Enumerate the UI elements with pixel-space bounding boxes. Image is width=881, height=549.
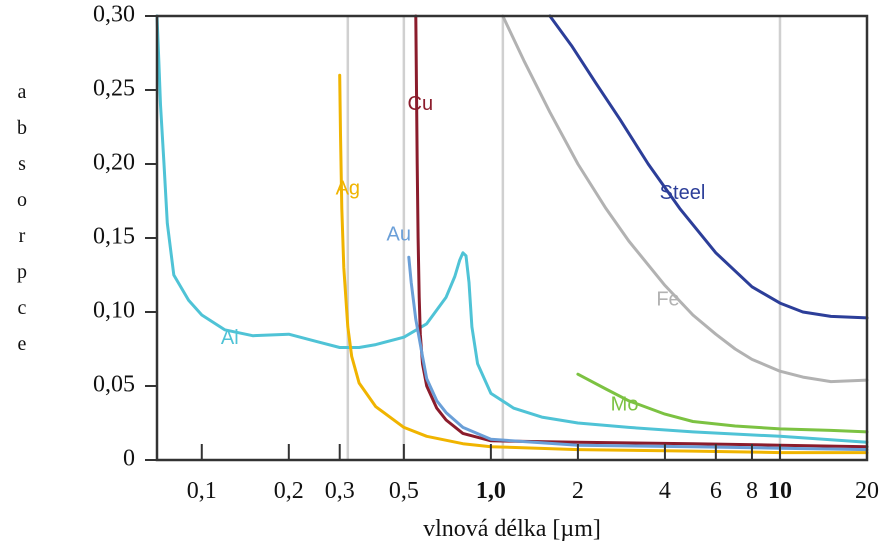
series-line-cu xyxy=(414,14,869,449)
x-tick-label: 8 xyxy=(746,478,758,504)
plot-frame xyxy=(155,14,869,462)
y-tick-label: 0,25 xyxy=(93,76,135,102)
x-tick-label: 0,5 xyxy=(389,478,419,504)
series-label-mo: Mo xyxy=(611,394,639,416)
x-tick-label: 6 xyxy=(710,478,722,504)
y-tick-label: 0,20 xyxy=(93,150,135,176)
x-tick-label: 10 xyxy=(768,478,792,504)
series-label-au: Au xyxy=(386,223,410,245)
series-label-ag: Ag xyxy=(336,177,360,199)
series-line-fe xyxy=(501,14,869,384)
x-tick-label: 0,1 xyxy=(187,478,217,504)
vertical-gridlines xyxy=(346,16,782,460)
x-tick-label: 2 xyxy=(572,478,584,504)
x-tick-label: 1,0 xyxy=(476,478,506,504)
series-line-ag xyxy=(338,73,869,455)
x-tick-label: 0,2 xyxy=(274,478,304,504)
series-line-mo xyxy=(576,372,869,434)
series-line-steel xyxy=(548,14,869,320)
y-tick-label: 0,30 xyxy=(93,2,135,28)
y-axis-title-letter: e xyxy=(18,333,27,355)
x-axis-title: vlnová délka [µm] xyxy=(423,516,601,542)
y-axis-title-letter: r xyxy=(19,225,26,247)
y-axis-title-letter: a xyxy=(18,81,27,103)
y-tick-label: 0 xyxy=(123,446,135,472)
series-line-au xyxy=(407,255,869,452)
y-axis-title-letter: o xyxy=(17,189,27,211)
series-label-cu: Cu xyxy=(408,93,434,115)
y-axis-title-letter: c xyxy=(18,297,27,319)
y-tick-label: 0,05 xyxy=(93,372,135,398)
series-line-al xyxy=(155,14,869,444)
y-axis-title-letter: p xyxy=(17,261,27,283)
y-axis-title-letter: b xyxy=(17,117,27,139)
series-lines xyxy=(155,14,869,455)
series-label-steel: Steel xyxy=(660,182,706,204)
y-tick-label: 0,15 xyxy=(93,224,135,250)
x-tick-label: 20 xyxy=(855,478,879,504)
x-tick-label: 4 xyxy=(659,478,671,504)
axis-ticks: 0 0,05 0,10 0,15 0,20 0,25 0,30 0,1 0,2 0,3 0,5 1,0… xyxy=(93,2,879,505)
series-labels: Al Ag Cu Au Mo Fe Steel xyxy=(221,93,705,415)
series-label-al: Al xyxy=(221,327,239,349)
y-tick-label: 0,10 xyxy=(93,298,135,324)
x-tick-label: 0,3 xyxy=(325,478,355,504)
y-axis-title-letter: s xyxy=(18,153,26,175)
series-label-fe: Fe xyxy=(656,288,679,310)
